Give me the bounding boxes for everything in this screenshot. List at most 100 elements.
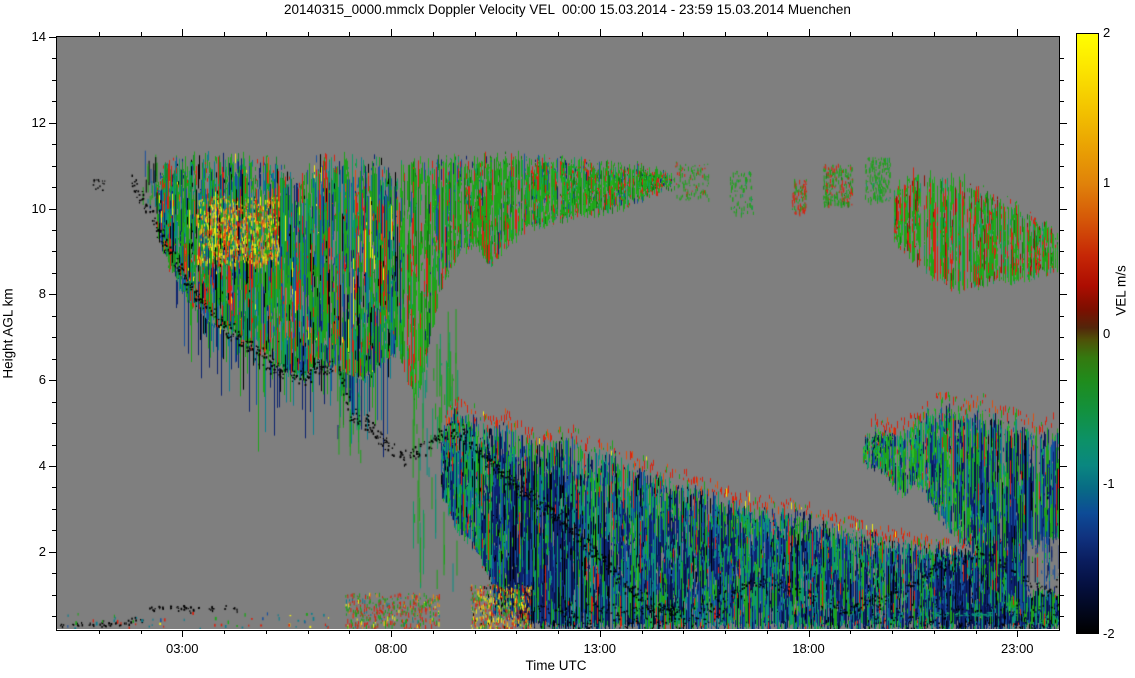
y-major-tick (49, 551, 56, 553)
x-minor-tick-top (474, 32, 476, 36)
y-minor-tick-right (1060, 272, 1064, 274)
y-major-tick (49, 37, 56, 38)
y-minor-tick-right (1060, 315, 1064, 317)
x-major-tick (391, 630, 392, 637)
y-minor-tick-right (1060, 508, 1064, 510)
y-major-tick (49, 380, 56, 382)
x-tick-label: 13:00 (583, 641, 617, 656)
x-minor-tick (558, 630, 559, 634)
radar-heatmap-canvas (57, 37, 1059, 629)
x-minor-tick-top (892, 32, 893, 36)
y-minor-tick (52, 230, 56, 232)
x-minor-tick (349, 630, 351, 634)
x-major-tick (599, 630, 601, 637)
y-minor-tick-right (1060, 230, 1064, 232)
x-minor-tick-top (641, 32, 643, 36)
colorbar-tick-label: 2 (1103, 25, 1111, 40)
y-minor-tick-right (1060, 401, 1064, 403)
x-minor-tick (933, 630, 935, 634)
x-major-tick (808, 630, 810, 637)
x-tick-label: 08:00 (374, 641, 408, 656)
x-minor-tick (516, 630, 518, 634)
y-minor-tick (52, 79, 56, 81)
colorbar-label: VEL m/s (1113, 265, 1129, 316)
x-axis-label: Time UTC (525, 658, 587, 673)
x-minor-tick (474, 630, 476, 634)
y-major-tick-right (1060, 380, 1067, 382)
y-minor-tick (52, 272, 56, 274)
x-minor-tick (307, 630, 309, 634)
x-minor-tick-top (725, 32, 726, 36)
x-minor-tick-top (98, 32, 100, 36)
x-major-tick (1017, 630, 1019, 637)
y-minor-tick-right (1060, 58, 1064, 60)
y-tick-label: 8 (38, 286, 46, 302)
x-minor-tick (641, 630, 643, 634)
x-major-tick (182, 630, 184, 637)
y-minor-tick-right (1060, 358, 1064, 360)
x-minor-tick-top (975, 32, 977, 36)
y-minor-tick-right (1060, 530, 1064, 532)
x-minor-tick (892, 630, 893, 634)
x-minor-tick (975, 630, 977, 634)
y-minor-tick-right (1060, 187, 1064, 189)
y-minor-tick-right (1060, 444, 1064, 446)
x-major-tick-top (808, 29, 810, 36)
y-minor-tick (52, 165, 56, 167)
y-minor-tick-right (1060, 594, 1064, 596)
colorbar-tick-label: 1 (1103, 175, 1111, 191)
y-tick-label: 4 (38, 457, 46, 473)
y-minor-tick-right (1060, 487, 1064, 489)
x-minor-tick (224, 630, 225, 634)
y-major-tick (49, 208, 56, 210)
x-minor-tick-top (265, 32, 267, 36)
y-major-tick (49, 122, 56, 124)
x-tick-label: 03:00 (165, 641, 199, 656)
y-major-tick (49, 294, 56, 296)
x-minor-tick (850, 630, 852, 634)
y-minor-tick (52, 144, 56, 146)
plot-frame (56, 36, 1060, 631)
y-minor-tick (52, 594, 56, 596)
x-minor-tick-top (766, 32, 768, 36)
x-minor-tick-top (224, 32, 225, 36)
x-minor-tick (432, 630, 434, 634)
x-minor-tick (725, 630, 726, 634)
x-minor-tick-top (516, 32, 518, 36)
x-minor-tick-top (307, 32, 309, 36)
y-minor-tick (52, 101, 56, 103)
x-minor-tick-top (140, 32, 142, 36)
y-minor-tick-right (1060, 144, 1064, 146)
y-major-tick-right (1060, 208, 1067, 210)
y-minor-tick-right (1060, 423, 1064, 425)
x-minor-tick-top (683, 32, 685, 36)
y-minor-tick (52, 444, 56, 446)
colorbar-tick-label: -2 (1103, 626, 1115, 641)
y-major-tick (49, 465, 56, 467)
y-minor-tick (52, 315, 56, 317)
y-minor-tick (52, 58, 56, 60)
x-minor-tick (265, 630, 267, 634)
x-minor-tick-top (933, 32, 935, 36)
x-major-tick-top (391, 29, 392, 36)
x-tick-label: 23:00 (1000, 641, 1034, 656)
y-minor-tick (52, 508, 56, 510)
y-minor-tick-right (1060, 616, 1064, 618)
x-minor-tick (140, 630, 142, 634)
x-minor-tick-top (850, 32, 852, 36)
y-minor-tick (52, 251, 56, 253)
y-minor-tick (52, 530, 56, 532)
x-minor-tick (683, 630, 685, 634)
figure-title: 20140315_0000.mmclx Doppler Velocity VEL… (284, 2, 851, 17)
y-major-tick-right (1060, 294, 1067, 296)
y-tick-label: 10 (31, 200, 46, 216)
x-minor-tick-top (349, 32, 351, 36)
y-minor-tick (52, 487, 56, 489)
x-minor-tick (98, 630, 100, 634)
colorbar-tick-label: -1 (1103, 475, 1115, 491)
x-tick-label: 18:00 (792, 641, 825, 656)
y-minor-tick (52, 337, 56, 339)
y-tick-label: 14 (31, 29, 46, 44)
y-minor-tick-right (1060, 337, 1064, 339)
